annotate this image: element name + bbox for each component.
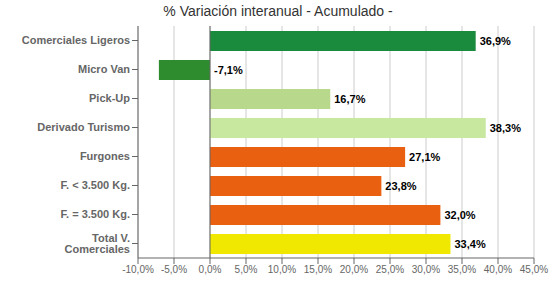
- svg-text:Micro Van: Micro Van: [78, 63, 130, 75]
- svg-text:Derivado Turismo: Derivado Turismo: [37, 121, 130, 133]
- svg-text:-7,1%: -7,1%: [214, 64, 243, 76]
- svg-text:33,4%: 33,4%: [454, 238, 485, 250]
- svg-text:Pick-Up: Pick-Up: [89, 92, 130, 104]
- svg-text:20,0%: 20,0%: [340, 264, 368, 275]
- svg-text:-10,0%: -10,0%: [122, 264, 154, 275]
- svg-text:10,0%: 10,0%: [268, 264, 296, 275]
- svg-text:15,0%: 15,0%: [304, 264, 332, 275]
- svg-text:5,0%: 5,0%: [235, 264, 258, 275]
- svg-text:32,0%: 32,0%: [444, 209, 475, 221]
- html-text:% Variación interanual - Acumu: % Variación interanual - Acumulado -: [163, 3, 393, 19]
- svg-text:Total V.Comerciales: Total V.Comerciales: [65, 232, 130, 255]
- svg-text:23,8%: 23,8%: [385, 180, 416, 192]
- svg-text:40,0%: 40,0%: [484, 264, 512, 275]
- svg-text:27,1%: 27,1%: [409, 151, 440, 163]
- svg-text:25,0%: 25,0%: [376, 264, 404, 275]
- svg-text:Comerciales Ligeros: Comerciales Ligeros: [22, 34, 130, 46]
- svg-text:F. = 3.500 Kg.: F. = 3.500 Kg.: [61, 208, 130, 220]
- svg-text:0,0%: 0,0%: [199, 264, 222, 275]
- svg-text:F. < 3.500 Kg.: F. < 3.500 Kg.: [61, 179, 130, 191]
- svg-text:16,7%: 16,7%: [334, 93, 365, 105]
- svg-text:Furgones: Furgones: [80, 150, 130, 162]
- svg-text:-5,0%: -5,0%: [161, 264, 187, 275]
- svg-text:38,3%: 38,3%: [490, 122, 521, 134]
- svg-text:45,0%: 45,0%: [520, 264, 548, 275]
- svg-text:35,0%: 35,0%: [448, 264, 476, 275]
- svg-text:36,9%: 36,9%: [480, 35, 511, 47]
- svg-text:30,0%: 30,0%: [412, 264, 440, 275]
